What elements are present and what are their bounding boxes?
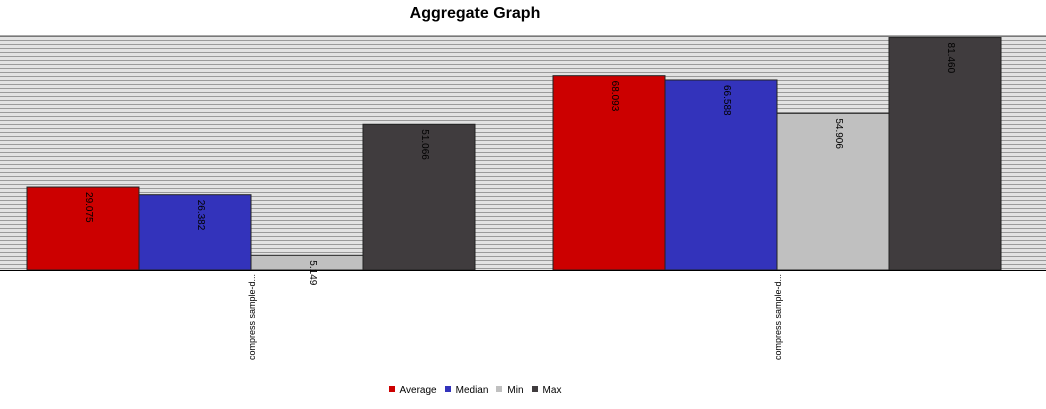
legend-swatch-median	[444, 386, 451, 393]
bar-max-1	[362, 123, 476, 271]
value-label-min-2: 54.906	[833, 118, 844, 149]
chart-title: Aggregate Graph	[409, 5, 541, 22]
x-tick-labels: compress sample-d... compress sample-d...	[247, 274, 783, 360]
legend-swatch-average	[388, 386, 395, 393]
bar-average-2	[552, 75, 666, 271]
legend-item-min: Min	[496, 385, 524, 396]
legend-label-max: Max	[542, 385, 562, 396]
value-label-average-1: 29.075	[83, 192, 94, 223]
legend-item-average: Average	[388, 385, 437, 396]
legend-label-average: Average	[399, 385, 437, 396]
legend-swatch-max	[531, 386, 538, 393]
bar-max-2	[888, 37, 1002, 271]
legend-item-max: Max	[531, 385, 562, 396]
value-label-median-1: 26.382	[195, 200, 206, 231]
bar-average-1	[26, 186, 140, 271]
legend-swatch-min	[496, 386, 503, 393]
value-label-max-1: 51.066	[419, 129, 430, 160]
legend: Average Median Min Max	[0, 385, 950, 396]
bar-median-2	[664, 79, 778, 271]
legend-item-median: Median	[444, 385, 489, 396]
x-tick-label-2: compress sample-d...	[773, 274, 783, 360]
bar-min-1	[250, 254, 364, 271]
legend-label-min: Min	[507, 385, 524, 396]
bars-layer: 29.075 26.382 5.149 51.066 68.093 66.588 54.90…	[26, 37, 1002, 286]
value-label-median-2: 66.588	[721, 85, 732, 116]
value-label-average-2: 68.093	[609, 81, 620, 112]
bar-median-1	[138, 194, 252, 271]
legend-label-median: Median	[455, 385, 489, 396]
value-label-max-2: 81.460	[945, 43, 956, 74]
x-tick-label-1: compress sample-d...	[247, 274, 257, 360]
value-label-min-1: 5.149	[307, 260, 318, 285]
bar-min-2	[776, 112, 890, 271]
